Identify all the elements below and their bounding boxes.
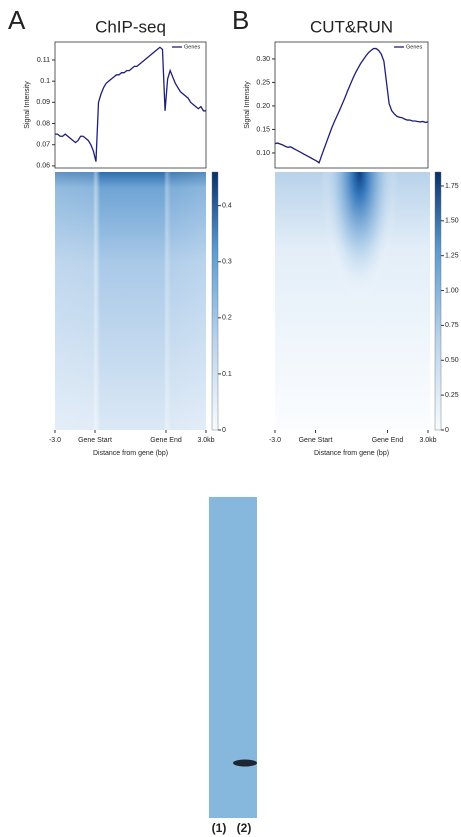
blot [209,497,257,818]
y-tick-label: 0.08 [36,120,50,127]
figure: (1) (2) A ChIP-seq Signal Intensity 0.06 0.0… [0,0,461,837]
heatmap-overlay [55,172,206,430]
y-tick-label: 0.10 [256,150,270,157]
y-tick-label: 0.09 [36,99,50,106]
x-tick-label: Gene End [150,437,182,444]
colorbar-tick-label: 0.2 [222,315,232,322]
colorbar-tick-label: 0 [445,427,449,434]
colorbar-tick-label: 0 [222,427,226,434]
line [275,49,428,163]
y-tick-label: 0.07 [36,142,50,149]
y-axis-label: Signal Intensity [24,81,31,129]
chart-title: CUT&RUN [310,17,393,36]
y-tick-label: 0.15 [256,126,270,133]
y-tick-label: 0.25 [256,79,270,86]
y-tick-label: 0.20 [256,103,270,110]
colorbar-tick-label: 1.00 [445,287,459,294]
x-axis-label: Distance from gene (bp) [314,450,389,457]
colorbar-tick-label: 0.4 [222,202,232,209]
x-tick-label: 3.0kb [197,437,214,444]
colorbar [212,172,218,430]
y-tick-label: 0.06 [36,163,50,170]
x-axis-label: Distance from gene (bp) [93,450,168,457]
colorbar [435,172,441,430]
colorbar-tick-label: 1.50 [445,218,459,225]
plot-frame [55,42,206,168]
colorbar-tick-label: 0.50 [445,357,459,364]
plot-frame [275,42,428,168]
chart-title: ChIP-seq [95,17,166,36]
blot-band [233,760,257,767]
line [55,47,206,161]
y-axis-label: Signal Intensity [244,81,251,129]
colorbar-tick-label: 1.25 [445,253,459,260]
y-tick-label: 0.1 [40,78,50,85]
colorbar-tick-label: 0.1 [222,371,232,378]
y-tick-label: 0.11 [37,57,50,64]
colorbar-tick-label: 0.3 [222,259,232,266]
heatmap-overlay [275,172,430,430]
lane-label: (1) [212,821,227,835]
x-tick-label: Gene Start [299,437,333,444]
lane-label: (2) [237,821,252,835]
panel-letter: A [8,5,26,35]
colorbar-tick-label: 1.75 [445,183,459,190]
y-tick-label: 0.30 [256,56,270,63]
colorbar-tick-label: 0.75 [445,322,459,329]
x-tick-label: 3.0kb [419,437,436,444]
legend-label: Genes [184,44,200,50]
x-tick-label: Gene Start [78,437,112,444]
panel-letter: B [232,5,249,35]
colorbar-tick-label: 0.25 [445,392,459,399]
legend-label: Genes [406,44,422,50]
x-tick-label: -3.0 [49,437,61,444]
x-tick-label: -3.0 [269,437,281,444]
x-tick-label: Gene End [372,437,404,444]
